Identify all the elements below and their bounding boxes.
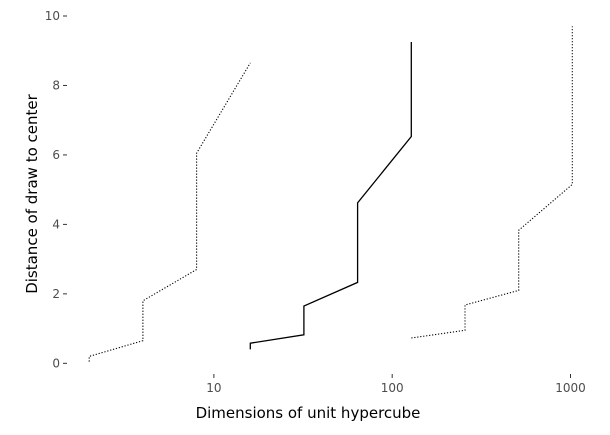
plot-area — [88, 26, 573, 362]
x-axis: 10 100 1000 — [206, 374, 586, 395]
x-tick-label: 1000 — [555, 381, 586, 395]
y-tick-label: 2 — [52, 287, 60, 301]
x-tick-label: 10 — [206, 381, 221, 395]
x-tick-label: 100 — [381, 381, 404, 395]
series-line-1-dotted — [88, 62, 251, 362]
y-axis: 0 2 4 6 8 10 — [45, 9, 67, 370]
y-tick-label: 0 — [52, 356, 60, 370]
y-axis-title: Distance of draw to center — [23, 93, 41, 293]
y-tick-label: 10 — [45, 9, 60, 23]
series-line-2-solid — [249, 42, 412, 350]
y-tick-label: 8 — [52, 78, 60, 92]
x-axis-title: Dimensions of unit hypercube — [196, 404, 421, 422]
y-tick-label: 6 — [52, 148, 60, 162]
series-line-3-dotted — [411, 26, 573, 339]
y-tick-label: 4 — [52, 217, 60, 231]
